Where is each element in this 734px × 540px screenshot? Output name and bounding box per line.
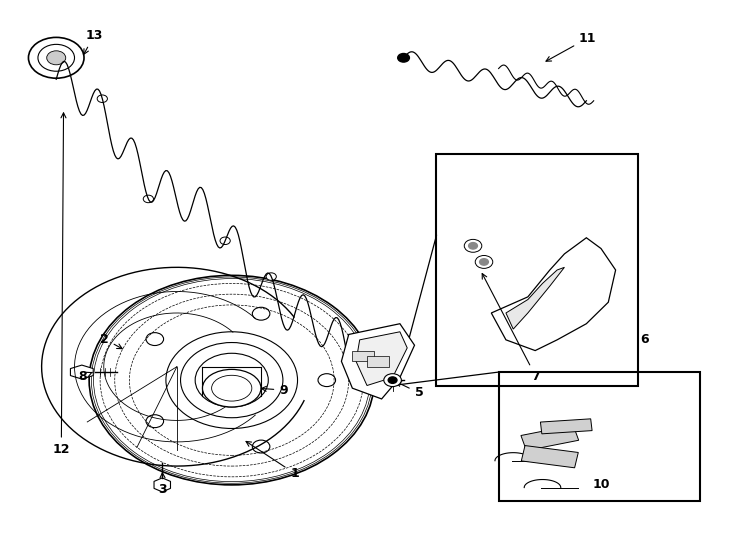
FancyBboxPatch shape [521, 446, 578, 468]
Circle shape [388, 377, 397, 383]
Ellipse shape [203, 369, 261, 407]
Circle shape [468, 242, 477, 249]
Circle shape [97, 95, 107, 103]
Circle shape [479, 259, 488, 265]
Circle shape [47, 51, 66, 65]
Polygon shape [352, 350, 374, 361]
Bar [437, 154, 638, 386]
Circle shape [475, 255, 493, 268]
Text: 13: 13 [84, 29, 103, 55]
Polygon shape [70, 365, 93, 379]
Text: 9: 9 [261, 383, 288, 396]
Text: 6: 6 [641, 333, 649, 346]
Polygon shape [367, 356, 389, 367]
Circle shape [398, 53, 410, 62]
Text: 3: 3 [159, 473, 167, 496]
Circle shape [220, 237, 230, 245]
Text: 7: 7 [482, 274, 540, 383]
Text: 5: 5 [396, 382, 424, 399]
Polygon shape [506, 267, 564, 329]
Bar [498, 372, 700, 501]
Circle shape [143, 195, 153, 202]
Circle shape [384, 374, 401, 387]
Text: 4: 4 [380, 338, 401, 376]
Text: 1: 1 [246, 441, 299, 480]
Text: 12: 12 [53, 113, 70, 456]
Polygon shape [356, 332, 407, 386]
Circle shape [266, 273, 276, 280]
Text: 8: 8 [78, 370, 92, 383]
FancyBboxPatch shape [540, 419, 592, 434]
Text: 10: 10 [592, 478, 610, 491]
Polygon shape [154, 478, 170, 492]
Polygon shape [491, 238, 616, 350]
Circle shape [464, 239, 482, 252]
Text: 2: 2 [100, 333, 122, 349]
Polygon shape [341, 323, 415, 399]
Text: 11: 11 [546, 32, 597, 61]
FancyBboxPatch shape [521, 425, 578, 450]
